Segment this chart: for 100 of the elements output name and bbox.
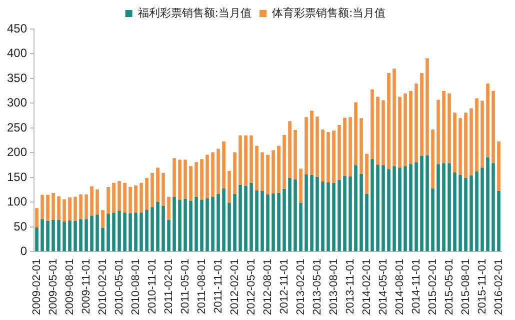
bar xyxy=(96,214,99,252)
bar xyxy=(376,96,380,165)
bar xyxy=(216,148,220,194)
x-tick-label: 2016-02-01 xyxy=(492,258,505,316)
bar xyxy=(299,168,302,203)
bar xyxy=(255,190,258,252)
bar xyxy=(436,164,440,252)
bar xyxy=(206,154,209,198)
x-tick-label: 2012-08-01 xyxy=(262,258,274,316)
bar xyxy=(338,125,341,180)
bar xyxy=(211,196,214,252)
bar xyxy=(46,221,50,252)
bar xyxy=(90,186,94,216)
bar xyxy=(134,212,138,252)
bar xyxy=(118,210,121,252)
x-tick-label: 2010-02-01 xyxy=(96,258,109,316)
x-tick-label: 2009-02-01 xyxy=(30,258,43,316)
bar xyxy=(238,184,242,252)
bar xyxy=(250,135,253,183)
bar xyxy=(150,173,154,208)
bar xyxy=(194,162,198,197)
bar xyxy=(272,150,275,194)
x-tick-label: 2015-05-01 xyxy=(443,258,456,316)
x-tick-label: 2011-11-01 xyxy=(212,258,224,314)
bar xyxy=(90,216,94,252)
bar xyxy=(216,194,220,252)
x-tick-label: 2012-02-01 xyxy=(228,258,241,316)
x-tick-label: 2010-11-01 xyxy=(146,258,158,314)
bar xyxy=(382,100,385,166)
bar xyxy=(436,100,440,164)
bar xyxy=(178,200,182,252)
x-tick-label: 2009-11-01 xyxy=(80,258,92,314)
bar xyxy=(288,178,292,252)
bar xyxy=(392,166,396,252)
bar xyxy=(277,146,280,193)
bar xyxy=(162,173,165,206)
bar xyxy=(228,171,231,203)
bar xyxy=(277,192,280,252)
bar xyxy=(200,200,204,252)
x-tick-label: 2014-11-01 xyxy=(410,258,422,314)
bar xyxy=(52,192,55,220)
bar xyxy=(480,168,484,252)
bar xyxy=(211,152,214,197)
bar xyxy=(414,83,418,162)
bar xyxy=(486,83,490,158)
bar xyxy=(354,165,358,252)
bar xyxy=(458,118,462,176)
bar xyxy=(376,164,380,252)
bar xyxy=(68,220,72,252)
y-tick-label: 0 xyxy=(20,244,28,258)
bar xyxy=(52,220,55,252)
x-tick-label: 2009-08-01 xyxy=(64,258,76,316)
x-tick-label: 2009-05-01 xyxy=(47,258,60,316)
bar xyxy=(194,196,198,252)
bar xyxy=(420,156,424,252)
bar xyxy=(343,176,346,252)
bar xyxy=(101,210,104,228)
legend-label: 体育彩票销售额:当月值 xyxy=(272,6,386,20)
bar xyxy=(189,166,192,201)
bar xyxy=(282,188,286,252)
bar xyxy=(128,213,132,252)
bar xyxy=(365,194,368,252)
x-tick-label: 2011-08-01 xyxy=(196,258,208,314)
bar xyxy=(448,93,451,164)
bar xyxy=(123,182,126,213)
bar xyxy=(486,157,490,252)
bar xyxy=(68,197,72,221)
bar xyxy=(404,166,407,252)
bar xyxy=(228,202,231,252)
x-tick-label: 2011-05-01 xyxy=(179,258,192,314)
bar xyxy=(294,130,297,180)
bar xyxy=(62,222,66,252)
bar xyxy=(475,98,478,172)
x-tick-label: 2010-08-01 xyxy=(130,258,142,316)
bar xyxy=(184,160,187,199)
bar xyxy=(40,219,44,252)
bar xyxy=(140,182,143,213)
y-tick-label: 400 xyxy=(6,46,28,60)
bar xyxy=(414,162,418,252)
bar xyxy=(101,228,104,252)
y-tick-label: 450 xyxy=(6,21,28,36)
bar xyxy=(167,220,170,252)
bar xyxy=(404,93,407,166)
bar xyxy=(409,90,412,164)
bar xyxy=(316,116,319,177)
bar xyxy=(156,168,160,202)
bar xyxy=(112,182,116,213)
x-tick-label: 2015-11-01 xyxy=(476,258,488,314)
bar xyxy=(497,141,500,191)
bar xyxy=(255,146,258,190)
bar xyxy=(118,180,121,211)
bar xyxy=(448,163,451,252)
bar xyxy=(172,196,176,252)
bar xyxy=(260,152,264,191)
x-tick-label: 2013-08-01 xyxy=(328,258,340,316)
bar xyxy=(140,212,143,252)
bar xyxy=(244,135,248,186)
bar xyxy=(123,212,126,252)
bar xyxy=(370,89,374,160)
bar xyxy=(321,129,324,182)
